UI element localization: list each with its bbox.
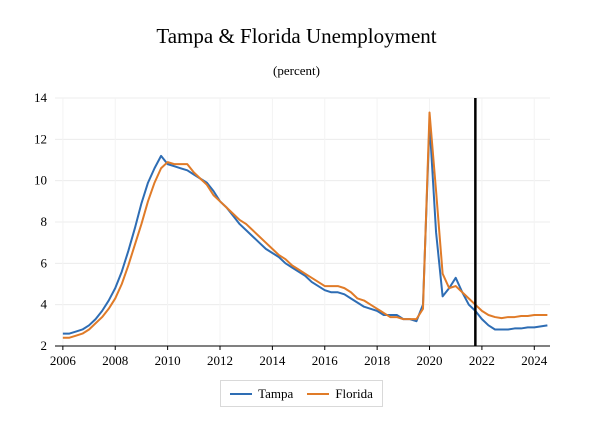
axes: 2 4 6 8 10 12 14 2006 2008 2010 2012 2014 2016 2018 20…	[34, 90, 550, 368]
legend: Tampa Florida	[220, 380, 383, 407]
y-tick-label: 10	[34, 173, 47, 188]
legend-item-florida: Florida	[307, 386, 373, 402]
legend-label-tampa: Tampa	[258, 385, 294, 401]
y-tick-label: 12	[34, 131, 47, 146]
chart-subtitle: (percent)	[273, 63, 320, 78]
x-tick-label: 2020	[417, 353, 443, 368]
legend-swatch-tampa	[230, 392, 253, 395]
x-tick-label: 2016	[312, 353, 339, 368]
x-tick-label: 2022	[469, 353, 495, 368]
y-tick-label: 8	[41, 214, 48, 229]
y-tick-label: 6	[41, 255, 48, 270]
legend-swatch-florida	[307, 392, 330, 395]
x-tick-label: 2018	[364, 353, 390, 368]
y-tick-label: 2	[41, 338, 48, 353]
x-tick-label: 2008	[102, 353, 128, 368]
x-tick-label: 2010	[155, 353, 181, 368]
chart-title: Tampa & Florida Unemployment	[156, 24, 437, 48]
legend-label-florida: Florida	[335, 385, 373, 401]
series-line-tampa	[62, 121, 548, 335]
y-tick-label: 14	[34, 90, 48, 105]
x-tick-label: 2012	[207, 353, 233, 368]
legend-item-tampa: Tampa	[230, 386, 293, 402]
x-tick-label: 2006	[50, 353, 77, 368]
y-tick-label: 4	[41, 297, 48, 312]
x-tick-label: 2024	[521, 353, 548, 368]
series-line-florida	[62, 111, 548, 339]
x-tick-label: 2014	[259, 353, 286, 368]
series-lines	[62, 111, 548, 339]
